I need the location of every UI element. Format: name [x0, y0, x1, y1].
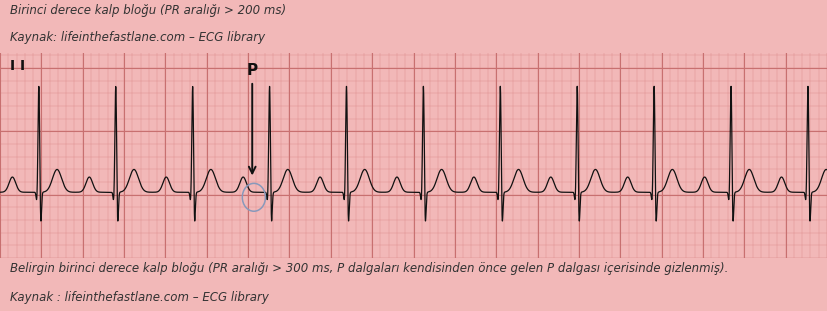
Text: Belirgin birinci derece kalp bloğu (PR aralığı > 300 ms, P dalgaları kendisinden: Belirgin birinci derece kalp bloğu (PR a…	[10, 262, 729, 275]
Text: P: P	[246, 63, 258, 173]
Text: Birinci derece kalp bloğu (PR aralığı > 200 ms): Birinci derece kalp bloğu (PR aralığı > …	[10, 4, 286, 17]
Text: I I: I I	[10, 59, 25, 73]
Text: Kaynak: lifeinthefastlane.com – ECG library: Kaynak: lifeinthefastlane.com – ECG libr…	[10, 31, 265, 44]
Text: Kaynak : lifeinthefastlane.com – ECG library: Kaynak : lifeinthefastlane.com – ECG lib…	[10, 291, 269, 304]
